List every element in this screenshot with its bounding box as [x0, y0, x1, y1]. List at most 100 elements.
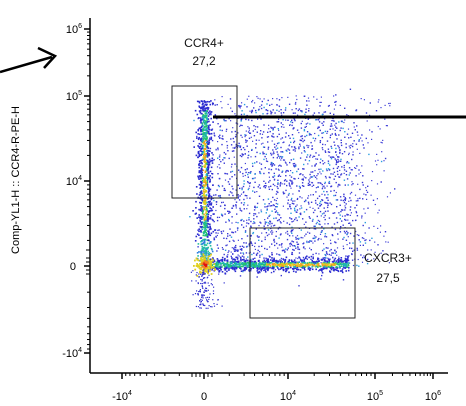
event-dot: [209, 223, 211, 226]
event-dot: [197, 133, 199, 135]
event-dot: [273, 136, 275, 138]
event-dot: [371, 180, 373, 182]
event-dot: [310, 263, 312, 265]
event-dot: [297, 243, 300, 245]
event-dot: [303, 147, 305, 149]
event-dot: [343, 164, 345, 167]
event-dot: [244, 263, 247, 266]
event-dot: [323, 265, 326, 268]
event-dot: [250, 225, 252, 227]
event-dot: [336, 161, 338, 163]
event-dot: [259, 152, 261, 155]
event-dot: [303, 168, 305, 170]
event-dot: [255, 207, 257, 209]
event-dot: [336, 267, 338, 269]
event-dot: [316, 204, 319, 206]
event-dot: [280, 175, 282, 177]
event-dot: [200, 202, 202, 204]
event-dot: [316, 260, 318, 263]
event-dot: [317, 219, 319, 221]
event-dot: [194, 259, 196, 262]
event-dot: [216, 219, 219, 222]
event-dot: [312, 207, 314, 209]
event-dot: [252, 267, 255, 269]
event-dot: [200, 181, 202, 183]
event-dot: [298, 132, 300, 134]
event-dot: [198, 170, 201, 172]
event-dot: [314, 240, 316, 242]
gate-ccr4[interactable]: [171, 85, 238, 199]
event-dot: [358, 239, 360, 241]
event-dot: [295, 205, 297, 208]
event-dot: [309, 173, 311, 176]
event-dot: [241, 110, 243, 112]
event-dot: [225, 130, 227, 132]
event-dot: [338, 176, 341, 178]
event-dot: [291, 229, 294, 232]
event-dot: [319, 105, 321, 107]
event-dot: [207, 259, 210, 262]
event-dot: [291, 240, 293, 242]
event-dot: [220, 269, 222, 271]
event-dot: [203, 115, 206, 118]
event-dot: [350, 212, 352, 214]
event-dot: [278, 174, 280, 176]
event-dot: [272, 163, 274, 165]
event-dot: [268, 168, 270, 170]
gate-cxcr3[interactable]: [249, 227, 356, 319]
event-dot: [221, 135, 224, 137]
event-dot: [267, 160, 269, 163]
event-dot: [324, 144, 326, 146]
event-dot: [325, 168, 328, 170]
event-dot: [240, 268, 242, 270]
event-dot: [208, 231, 210, 233]
event-dot: [321, 230, 323, 232]
event-dot: [254, 257, 256, 259]
event-dot: [300, 110, 302, 112]
event-dot: [204, 126, 206, 129]
event-dot: [337, 161, 339, 163]
event-dot: [214, 265, 217, 268]
event-dot: [256, 161, 258, 163]
event-dot: [334, 129, 336, 131]
event-dot: [347, 259, 350, 262]
event-dot: [321, 274, 323, 277]
event-dot: [281, 151, 284, 153]
event-dot: [200, 304, 202, 306]
event-dot: [324, 260, 327, 262]
event-dot: [335, 126, 337, 128]
event-dot: [215, 235, 217, 238]
event-dot: [303, 139, 306, 142]
y-tick-label: 0: [70, 261, 76, 273]
event-dot: [238, 142, 240, 145]
event-dot: [314, 137, 317, 140]
event-dot: [216, 234, 218, 237]
event-dot: [302, 265, 304, 268]
event-dot: [199, 117, 202, 119]
event-dot: [263, 228, 265, 230]
event-dot: [377, 125, 379, 128]
event-dot: [310, 201, 313, 203]
event-dot: [282, 191, 284, 193]
event-dot: [286, 150, 288, 152]
event-dot: [206, 234, 209, 236]
event-dot: [357, 134, 359, 136]
event-dot: [241, 265, 243, 268]
event-dot: [207, 186, 209, 188]
event-dot: [369, 129, 371, 131]
event-dot: [300, 207, 303, 209]
event-dot: [235, 122, 238, 124]
event-dot: [234, 113, 236, 115]
event-dot: [214, 114, 216, 116]
event-dot: [333, 108, 335, 110]
event-dot: [272, 196, 274, 199]
event-dot: [267, 229, 270, 231]
event-dot: [204, 109, 207, 112]
event-dot: [265, 160, 268, 162]
event-dot: [307, 146, 309, 149]
event-dot: [226, 259, 229, 261]
event-dot: [279, 157, 281, 159]
event-dot: [228, 267, 230, 270]
event-dot: [204, 161, 206, 163]
event-dot: [261, 100, 263, 103]
